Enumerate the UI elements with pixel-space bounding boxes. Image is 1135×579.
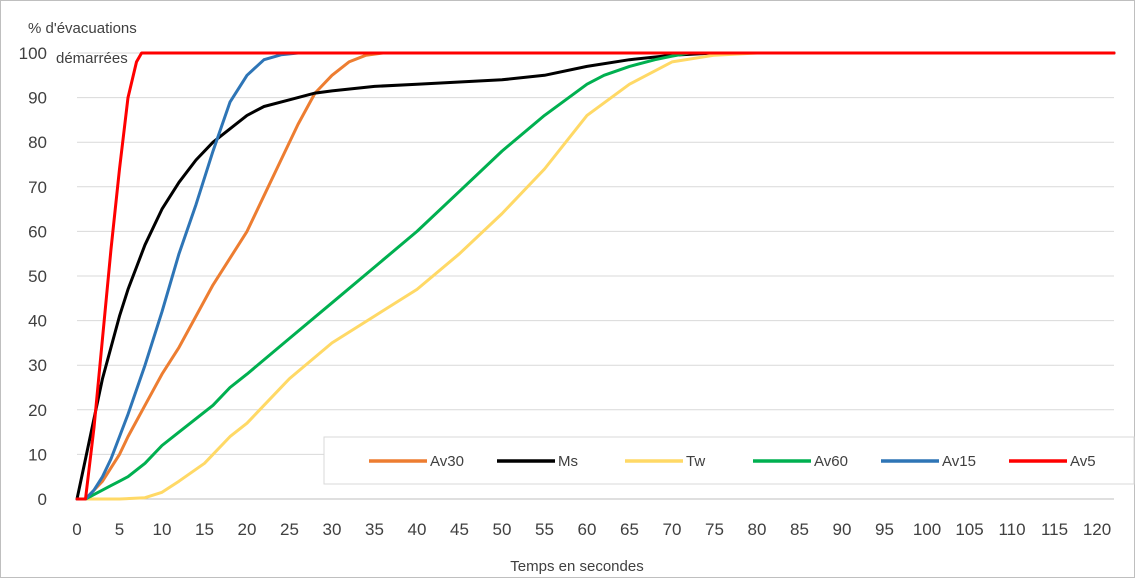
x-tick-label: 50 (493, 520, 512, 539)
legend-label-av60: Av60 (814, 453, 848, 470)
x-tick-label: 95 (875, 520, 894, 539)
series-line-ms (75, 51, 1116, 501)
x-tick-label: 105 (955, 520, 983, 539)
y-tick-label: 50 (28, 267, 47, 286)
series-line-av5 (75, 51, 1116, 501)
x-tick-label: 30 (323, 520, 342, 539)
x-tick-label: 20 (238, 520, 257, 539)
x-tick-label: 45 (450, 520, 469, 539)
legend-label-av15: Av15 (942, 453, 976, 470)
y-tick-label: 100 (19, 44, 47, 63)
legend-label-av5: Av5 (1070, 453, 1096, 470)
series-line-av15 (75, 51, 1116, 501)
x-tick-label: 115 (1041, 520, 1068, 539)
series-lines (75, 51, 1116, 501)
legend: Av30 Ms Tw Av60 Av15 Av5 (323, 436, 1135, 485)
x-tick-label: 55 (535, 520, 554, 539)
x-tick-label: 15 (195, 520, 214, 539)
legend-label-ms: Ms (558, 453, 578, 470)
y-axis-title-line1: % d'évacuations (28, 20, 137, 37)
series-line-tw (75, 51, 1116, 501)
x-tick-label: 40 (408, 520, 427, 539)
x-tick-label: 35 (365, 520, 384, 539)
y-tick-label: 10 (28, 445, 47, 464)
legend-box (323, 436, 1135, 485)
y-tick-label: 20 (28, 401, 47, 420)
x-tick-label: 100 (913, 520, 941, 539)
x-axis-title: Temps en secondes (510, 558, 643, 575)
y-tick-label: 0 (38, 490, 47, 509)
x-tick-label: 90 (833, 520, 852, 539)
x-tick-label: 10 (153, 520, 172, 539)
x-tick-label: 85 (790, 520, 809, 539)
legend-label-av30: Av30 (430, 453, 464, 470)
series-line-av60 (75, 51, 1116, 501)
x-tick-label: 5 (115, 520, 124, 539)
x-tick-label: 80 (748, 520, 767, 539)
y-tick-label: 30 (28, 356, 47, 375)
y-tick-label: 40 (28, 312, 47, 331)
x-tick-label: 75 (705, 520, 724, 539)
x-tick-label: 120 (1083, 520, 1111, 539)
y-tick-label: 90 (28, 89, 47, 108)
x-tick-label: 60 (578, 520, 597, 539)
x-tick-label: 65 (620, 520, 639, 539)
x-tick-label: 25 (280, 520, 299, 539)
y-tick-label: 80 (28, 133, 47, 152)
legend-label-tw: Tw (686, 453, 705, 470)
tick-labels: 0 10 20 30 40 50 60 70 80 90 100 0 5 10 15 20 25 30 35 40 45… (19, 44, 1112, 539)
y-tick-label: 60 (28, 222, 47, 241)
x-tick-label: 110 (998, 520, 1025, 539)
series-line-av30 (75, 51, 1116, 501)
y-axis-title-line2: démarrées (56, 50, 128, 67)
y-tick-label: 70 (28, 178, 47, 197)
x-tick-label: 0 (72, 520, 81, 539)
x-tick-label: 70 (663, 520, 682, 539)
